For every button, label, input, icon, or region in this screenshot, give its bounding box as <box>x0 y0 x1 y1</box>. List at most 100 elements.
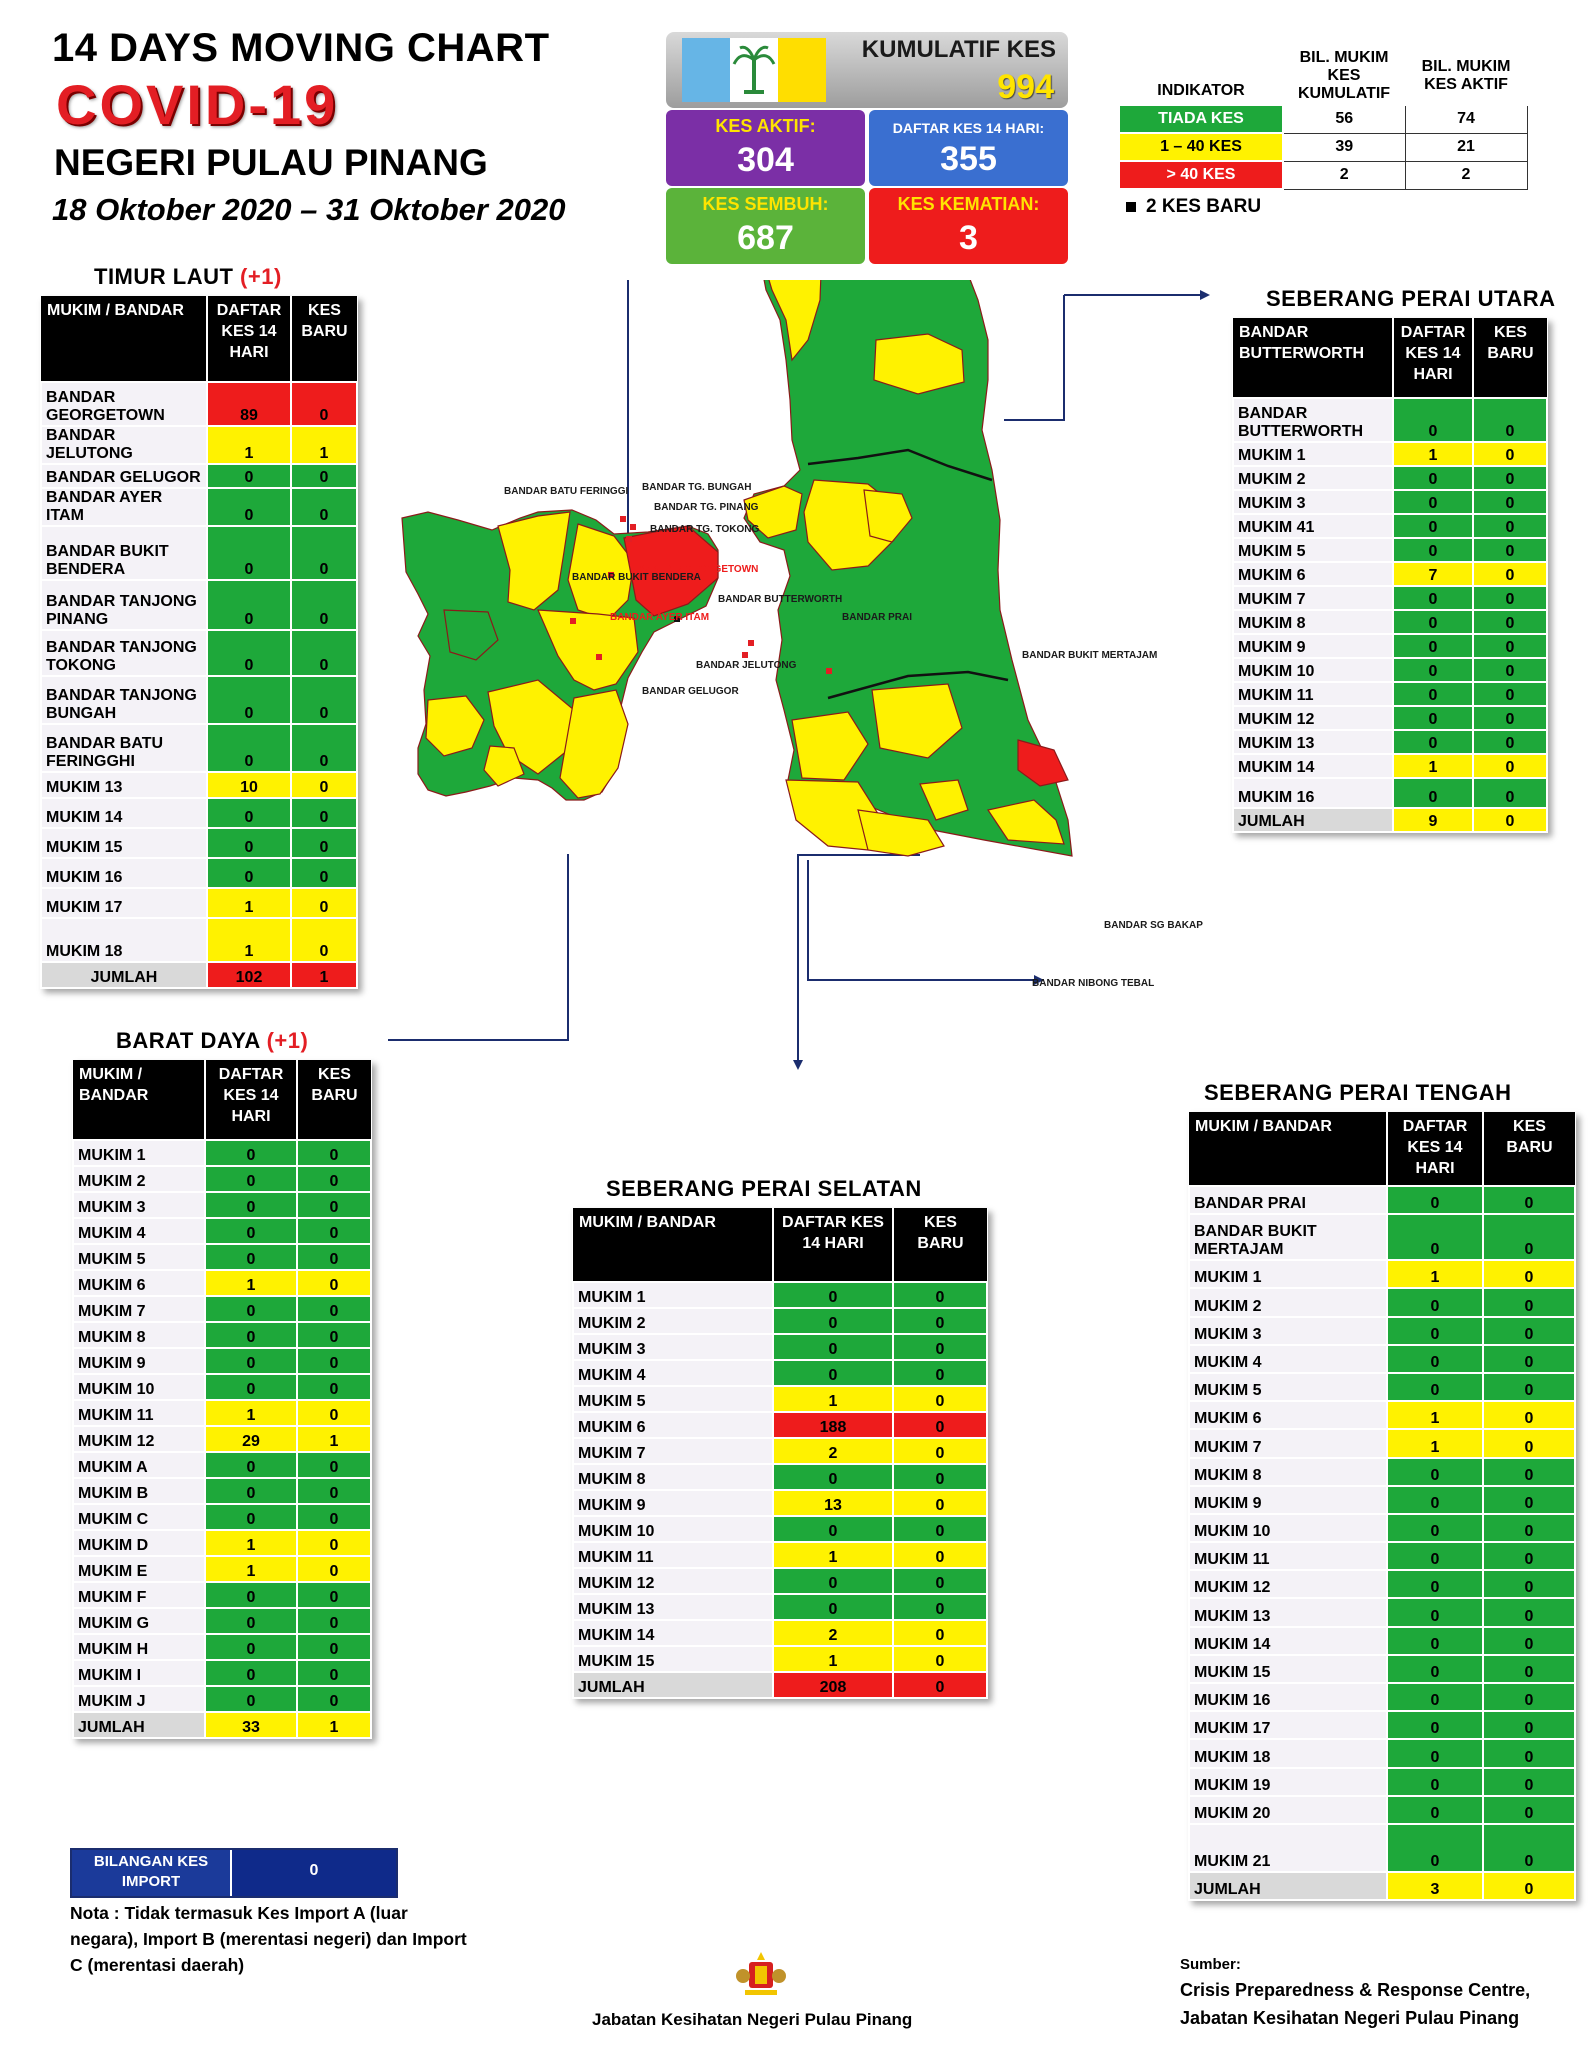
daftar-kes-cell: 0 <box>1392 729 1474 755</box>
kes-baru-cell: 0 <box>290 381 358 427</box>
daftar-kes-cell: 0 <box>1386 1681 1484 1713</box>
row-name: JUMLAH <box>1232 807 1394 833</box>
daftar-kes-cell: 0 <box>204 1659 298 1687</box>
table-row: MUKIM 10 0 0 <box>1232 657 1548 683</box>
daftar-kes-cell: 1 <box>1392 753 1474 779</box>
daftar-kes-cell: 0 <box>1386 1541 1484 1572</box>
daftar-kes-cell: 0 <box>1392 585 1474 611</box>
daftar-kes-cell: 1 <box>204 1529 298 1557</box>
daftar-kes-cell: 188 <box>772 1411 894 1439</box>
column-header: KES BARU <box>297 1060 371 1140</box>
table-row: BANDAR BUTTERWORTH 0 0 <box>1232 397 1548 443</box>
row-name: MUKIM 19 <box>1188 1766 1388 1797</box>
table-row: BANDAR BATU FERINGGHI 0 0 <box>40 723 358 773</box>
daftar-kes-cell: 0 <box>772 1281 894 1309</box>
table-title-text: BARAT DAYA <box>116 1028 260 1053</box>
daftar-kes-cell: 0 <box>204 1295 298 1323</box>
kes-baru-cell: 0 <box>1482 1428 1576 1459</box>
row-name: JUMLAH <box>572 1671 774 1699</box>
row-name: MUKIM A <box>72 1451 206 1479</box>
daftar-kes-cell: 1 <box>204 1399 298 1427</box>
daftar-kes-cell: 0 <box>1386 1343 1484 1374</box>
kes-baru-cell: 0 <box>296 1191 372 1219</box>
daftar-kes-cell: 0 <box>772 1307 894 1335</box>
table-row: MUKIM 13 0 0 <box>572 1593 988 1621</box>
kes-baru-cell: 0 <box>892 1645 988 1673</box>
daftar-kes-cell: 0 <box>1386 1484 1484 1515</box>
row-name: BANDAR GEORGETOWN <box>40 381 208 427</box>
kes-baru-cell: 0 <box>296 1269 372 1297</box>
table-row: BANDAR PRAI 0 0 <box>1188 1184 1576 1216</box>
daftar-kes-cell: 0 <box>204 1165 298 1193</box>
legend-40-plus-kumulatif: 2 <box>1282 160 1406 190</box>
kes-baru-cell: 0 <box>1472 585 1548 611</box>
kes-baru-cell: 0 <box>1482 1213 1576 1262</box>
daftar-kes-cell: 0 <box>1386 1512 1484 1544</box>
row-name: MUKIM B <box>72 1477 206 1505</box>
kes-baru-cell: 0 <box>290 857 358 889</box>
kes-baru-cell: 1 <box>290 425 358 465</box>
row-name: MUKIM 10 <box>572 1515 774 1543</box>
column-header: DAFTAR KES 14 HARI <box>1393 318 1474 398</box>
kes-sembuh-label: KES SEMBUH: <box>702 194 829 214</box>
kes-baru-cell: 0 <box>296 1451 372 1479</box>
kes-baru-cell: 0 <box>296 1373 372 1401</box>
row-name: MUKIM 13 <box>572 1593 774 1621</box>
row-name: MUKIM 2 <box>1188 1287 1388 1318</box>
row-name: MUKIM 1 <box>1188 1259 1388 1290</box>
chart-title: 14 DAYS MOVING CHART <box>52 26 550 70</box>
kes-baru-cell: 0 <box>892 1437 988 1465</box>
map-label-sg-bakap: BANDAR SG BAKAP <box>1104 920 1203 931</box>
covid-title: COVID-19 <box>56 73 339 136</box>
row-name: MUKIM 9 <box>1188 1484 1388 1515</box>
daftar-kes-cell: 0 <box>1386 1710 1484 1741</box>
column-header: MUKIM / BANDAR <box>573 1208 774 1282</box>
legend-1-40-aktif: 21 <box>1404 132 1528 162</box>
table-seberang-perai-utara: SEBERANG PERAI UTARA BANDAR BUTTERWORTH DA… <box>1232 286 1555 833</box>
daftar-kes-box: DAFTAR KES 14 HARI: 355 <box>869 110 1068 186</box>
table-row: MUKIM 17 0 0 <box>1188 1710 1576 1741</box>
kes-baru-cell: 0 <box>1482 1184 1576 1216</box>
row-name: MUKIM 4 <box>1188 1343 1388 1374</box>
table-row: MUKIM 10 0 0 <box>1188 1512 1576 1544</box>
row-name: MUKIM F <box>72 1581 206 1609</box>
table-row: BANDAR TANJONG PINANG 0 0 <box>40 579 358 631</box>
kes-baru-cell: 0 <box>1482 1870 1576 1902</box>
row-name: MUKIM 16 <box>40 857 208 889</box>
map-label-batu-feringgi: BANDAR BATU FERINGGI <box>504 486 628 497</box>
kes-aktif-label: KES AKTIF: <box>715 116 816 136</box>
table-title: SEBERANG PERAI UTARA <box>1266 286 1556 312</box>
daftar-kes-cell: 0 <box>204 1217 298 1245</box>
legend-tiada-aktif: 74 <box>1404 104 1528 134</box>
kumulatif-label: KUMULATIF KES <box>861 36 1056 63</box>
daftar-kes-cell: 0 <box>1386 1184 1484 1216</box>
table-seberang-perai-selatan: SEBERANG PERAI SELATAN MUKIM / BANDAR DAFT… <box>572 1176 988 1699</box>
kes-baru-cell: 0 <box>1472 489 1548 515</box>
daftar-kes-cell: 0 <box>1392 397 1474 443</box>
square-icon <box>1126 201 1136 212</box>
legend-40-plus-kes: > 40 KES <box>1118 160 1284 190</box>
daftar-kes-cell: 89 <box>206 381 292 427</box>
table-row: MUKIM 9 13 0 <box>572 1489 988 1517</box>
indikator-header: INDIKATOR <box>1118 46 1284 106</box>
table-row: MUKIM 21 0 0 <box>1188 1822 1576 1873</box>
kes-baru-cell: 0 <box>290 771 358 799</box>
daftar-kes-cell: 9 <box>1392 807 1474 833</box>
column-header: MUKIM / BANDAR <box>41 296 208 382</box>
table-title-text: TIMUR LAUT <box>94 264 234 289</box>
table-title: SEBERANG PERAI SELATAN <box>606 1176 922 1202</box>
daftar-kes-cell: 29 <box>204 1425 298 1453</box>
daftar-kes-cell: 0 <box>204 1373 298 1401</box>
row-name: MUKIM 41 <box>1232 513 1394 539</box>
table-seberang-perai-tengah: SEBERANG PERAI TENGAH MUKIM / BANDAR DAFTA… <box>1188 1080 1576 1902</box>
kes-baru-cell: 0 <box>892 1619 988 1647</box>
daftar-kes-cell: 1 <box>772 1645 894 1673</box>
